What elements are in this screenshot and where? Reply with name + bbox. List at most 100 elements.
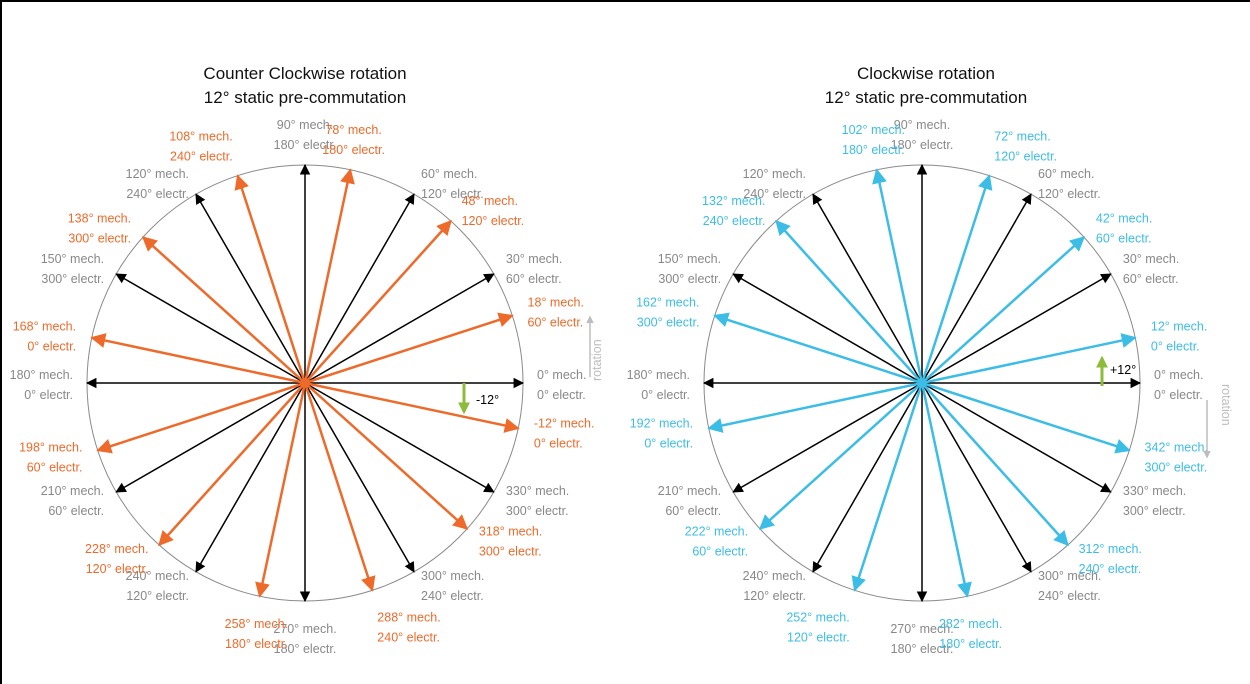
diagram-ccw-labels: 0° mech. 0° electr. 30° mech. 60° electr. 60…: [10, 118, 595, 656]
black-vector-210deg: [732, 382, 923, 493]
ccw-black-label-330-mech: 330° mech.: [506, 484, 569, 498]
cw-black-label-240-mech: 240° mech.: [743, 569, 806, 583]
cw-black-label-210-elec: 60° electr.: [665, 504, 721, 518]
orange-vector-318deg: [304, 382, 469, 530]
ccw-orange-label-4-mech: 108° mech.: [169, 129, 232, 143]
diagram-ccw: Counter Clockwise rotation 12° static pr…: [10, 64, 604, 656]
ccw-orange-label-3: 78° mech. 180° electr.: [322, 123, 385, 157]
blue-vector-252deg: [851, 382, 924, 592]
cw-blue-label-3: 102° mech. 180° electr.: [842, 123, 905, 157]
cw-blue-label-11-mech: 342° mech.: [1145, 440, 1208, 454]
cw-black-label-30: 30° mech. 60° electr.: [1123, 252, 1179, 286]
diagram-cw-labels: 0° mech. 0° electr. 30° mech. 60° electr. 60…: [627, 118, 1208, 656]
cw-black-label-180-mech: 180° mech.: [627, 368, 690, 382]
ccw-orange-label-2: 48° mech. 120° electr.: [462, 194, 525, 228]
blue-vector-102deg: [872, 168, 924, 384]
cw-blue-label-10: 312° mech. 240° electr.: [1079, 542, 1142, 576]
cw-black-label-240: 240° mech. 120° electr.: [743, 569, 806, 603]
cw-blue-label-8: 252° mech. 120° electr.: [786, 611, 849, 645]
black-vector-330deg: [304, 382, 495, 493]
ccw-orange-label-9-elec: 180° electr.: [225, 637, 288, 651]
ccw-orange-label-2-mech: 48° mech.: [462, 194, 518, 208]
ccw-orange-label-7: 198° mech. 60° electr.: [19, 440, 82, 474]
cw-black-label-90-mech: 90° mech.: [894, 118, 950, 132]
ccw-black-label-30-mech: 30° mech.: [506, 252, 562, 266]
ccw-black-label-0: 0° mech. 0° electr.: [537, 368, 586, 402]
cw-black-label-0-mech: 0° mech.: [1154, 368, 1203, 382]
ccw-orange-label-5: 138° mech. 300° electr.: [68, 211, 131, 245]
cw-blue-label-9: 282° mech. 180° electr.: [939, 617, 1002, 651]
ccw-black-label-120-elec: 240° electr.: [126, 187, 189, 201]
cw-blue-label-6-mech: 192° mech.: [630, 417, 693, 431]
cw-black-label-150-elec: 300° electr.: [658, 272, 721, 286]
cw-black-label-270-elec: 180° electr.: [891, 642, 954, 656]
cw-blue-label-0: 12° mech. 0° electr.: [1151, 319, 1207, 353]
black-vector-120deg: [812, 193, 923, 384]
blue-vector-132deg: [775, 219, 923, 384]
cw-blue-label-0-mech: 12° mech.: [1151, 319, 1207, 333]
cw-black-label-120: 120° mech. 240° electr.: [743, 167, 806, 201]
blue-vector-192deg: [707, 381, 923, 433]
ccw-black-label-90: 90° mech. 180° electr.: [274, 118, 337, 152]
cw-black-label-0-elec: 0° electr.: [1154, 388, 1203, 402]
ccw-orange-label-3-mech: 78° mech.: [325, 123, 381, 137]
ccw-black-label-240-mech: 240° mech.: [126, 569, 189, 583]
cw-black-label-210: 210° mech. 60° electr.: [658, 484, 721, 518]
ccw-orange-label-1: 18° mech. 60° electr.: [528, 296, 584, 330]
ccw-black-label-180-mech: 180° mech.: [10, 368, 73, 382]
diagram-cw-offset-label: +12°: [1110, 363, 1136, 377]
ccw-black-label-0-mech: 0° mech.: [537, 368, 586, 382]
ccw-orange-label-10-elec: 240° electr.: [377, 631, 440, 645]
black-vector-60deg: [304, 193, 415, 384]
cw-blue-label-5-elec: 300° electr.: [637, 316, 700, 330]
orange-vector-228deg: [158, 382, 306, 547]
cw-blue-label-9-elec: 180° electr.: [939, 637, 1002, 651]
cw-blue-label-4: 132° mech. 240° electr.: [702, 194, 765, 228]
cw-black-label-210-mech: 210° mech.: [658, 484, 721, 498]
cw-blue-label-0-elec: 0° electr.: [1151, 339, 1200, 353]
ccw-orange-label-2-elec: 120° electr.: [462, 214, 525, 228]
ccw-black-label-30-elec: 60° electr.: [506, 272, 562, 286]
ccw-center-hub: [302, 380, 308, 386]
cw-black-label-180-elec: 0° electr.: [641, 388, 690, 402]
ccw-orange-label-7-elec: 60° electr.: [27, 460, 83, 474]
ccw-orange-label-10-mech: 288° mech.: [377, 611, 440, 625]
blue-vector-42deg: [921, 236, 1086, 384]
black-vector-240deg: [812, 382, 923, 573]
cw-black-label-120-mech: 120° mech.: [743, 167, 806, 181]
diagram-ccw-title-line2: 12° static pre-commutation: [204, 88, 406, 107]
orange-vector-168deg: [90, 333, 306, 385]
orange-vector-258deg: [255, 382, 307, 598]
ccw-black-label-60-elec: 120° electr.: [421, 187, 484, 201]
black-vector-30deg: [921, 273, 1112, 384]
cw-blue-label-11-elec: 300° electr.: [1145, 460, 1208, 474]
black-vector-150deg: [732, 273, 923, 384]
ccw-black-label-300-elec: 240° electr.: [421, 589, 484, 603]
diagram-cw-rotation-label: rotation: [1219, 384, 1233, 426]
cw-blue-label-7: 222° mech. 60° electr.: [685, 525, 748, 559]
cw-black-label-90: 90° mech. 180° electr.: [891, 118, 954, 152]
orange-vector-108deg: [234, 174, 307, 384]
ccw-black-label-240-elec: 120° electr.: [126, 589, 189, 603]
ccw-orange-label-0: -12° mech. 0° electr.: [534, 417, 595, 451]
cw-blue-label-10-elec: 240° electr.: [1079, 562, 1142, 576]
cw-blue-label-8-mech: 252° mech.: [786, 611, 849, 625]
cw-blue-label-6-elec: 0° electr.: [644, 437, 693, 451]
cw-blue-label-1: 42° mech. 60° electr.: [1096, 211, 1152, 245]
black-vector-150deg: [115, 273, 306, 384]
diagram-ccw-rotation-label: rotation: [590, 339, 604, 381]
cw-blue-label-2-elec: 120° electr.: [994, 149, 1057, 163]
black-vector-240deg: [195, 382, 306, 573]
black-vector-300deg: [304, 382, 415, 573]
blue-vector-282deg: [920, 382, 972, 598]
ccw-orange-label-6-mech: 168° mech.: [13, 319, 76, 333]
cw-black-label-30-elec: 60° electr.: [1123, 272, 1179, 286]
ccw-orange-label-1-elec: 60° electr.: [528, 316, 584, 330]
cw-blue-label-7-mech: 222° mech.: [685, 525, 748, 539]
ccw-black-label-210-elec: 60° electr.: [48, 504, 104, 518]
cw-black-label-60: 60° mech. 120° electr.: [1038, 167, 1101, 201]
black-vector-120deg: [195, 193, 306, 384]
blue-vector-12deg: [921, 333, 1137, 385]
ccw-orange-label-1-mech: 18° mech.: [528, 296, 584, 310]
cw-black-label-60-mech: 60° mech.: [1038, 167, 1094, 181]
